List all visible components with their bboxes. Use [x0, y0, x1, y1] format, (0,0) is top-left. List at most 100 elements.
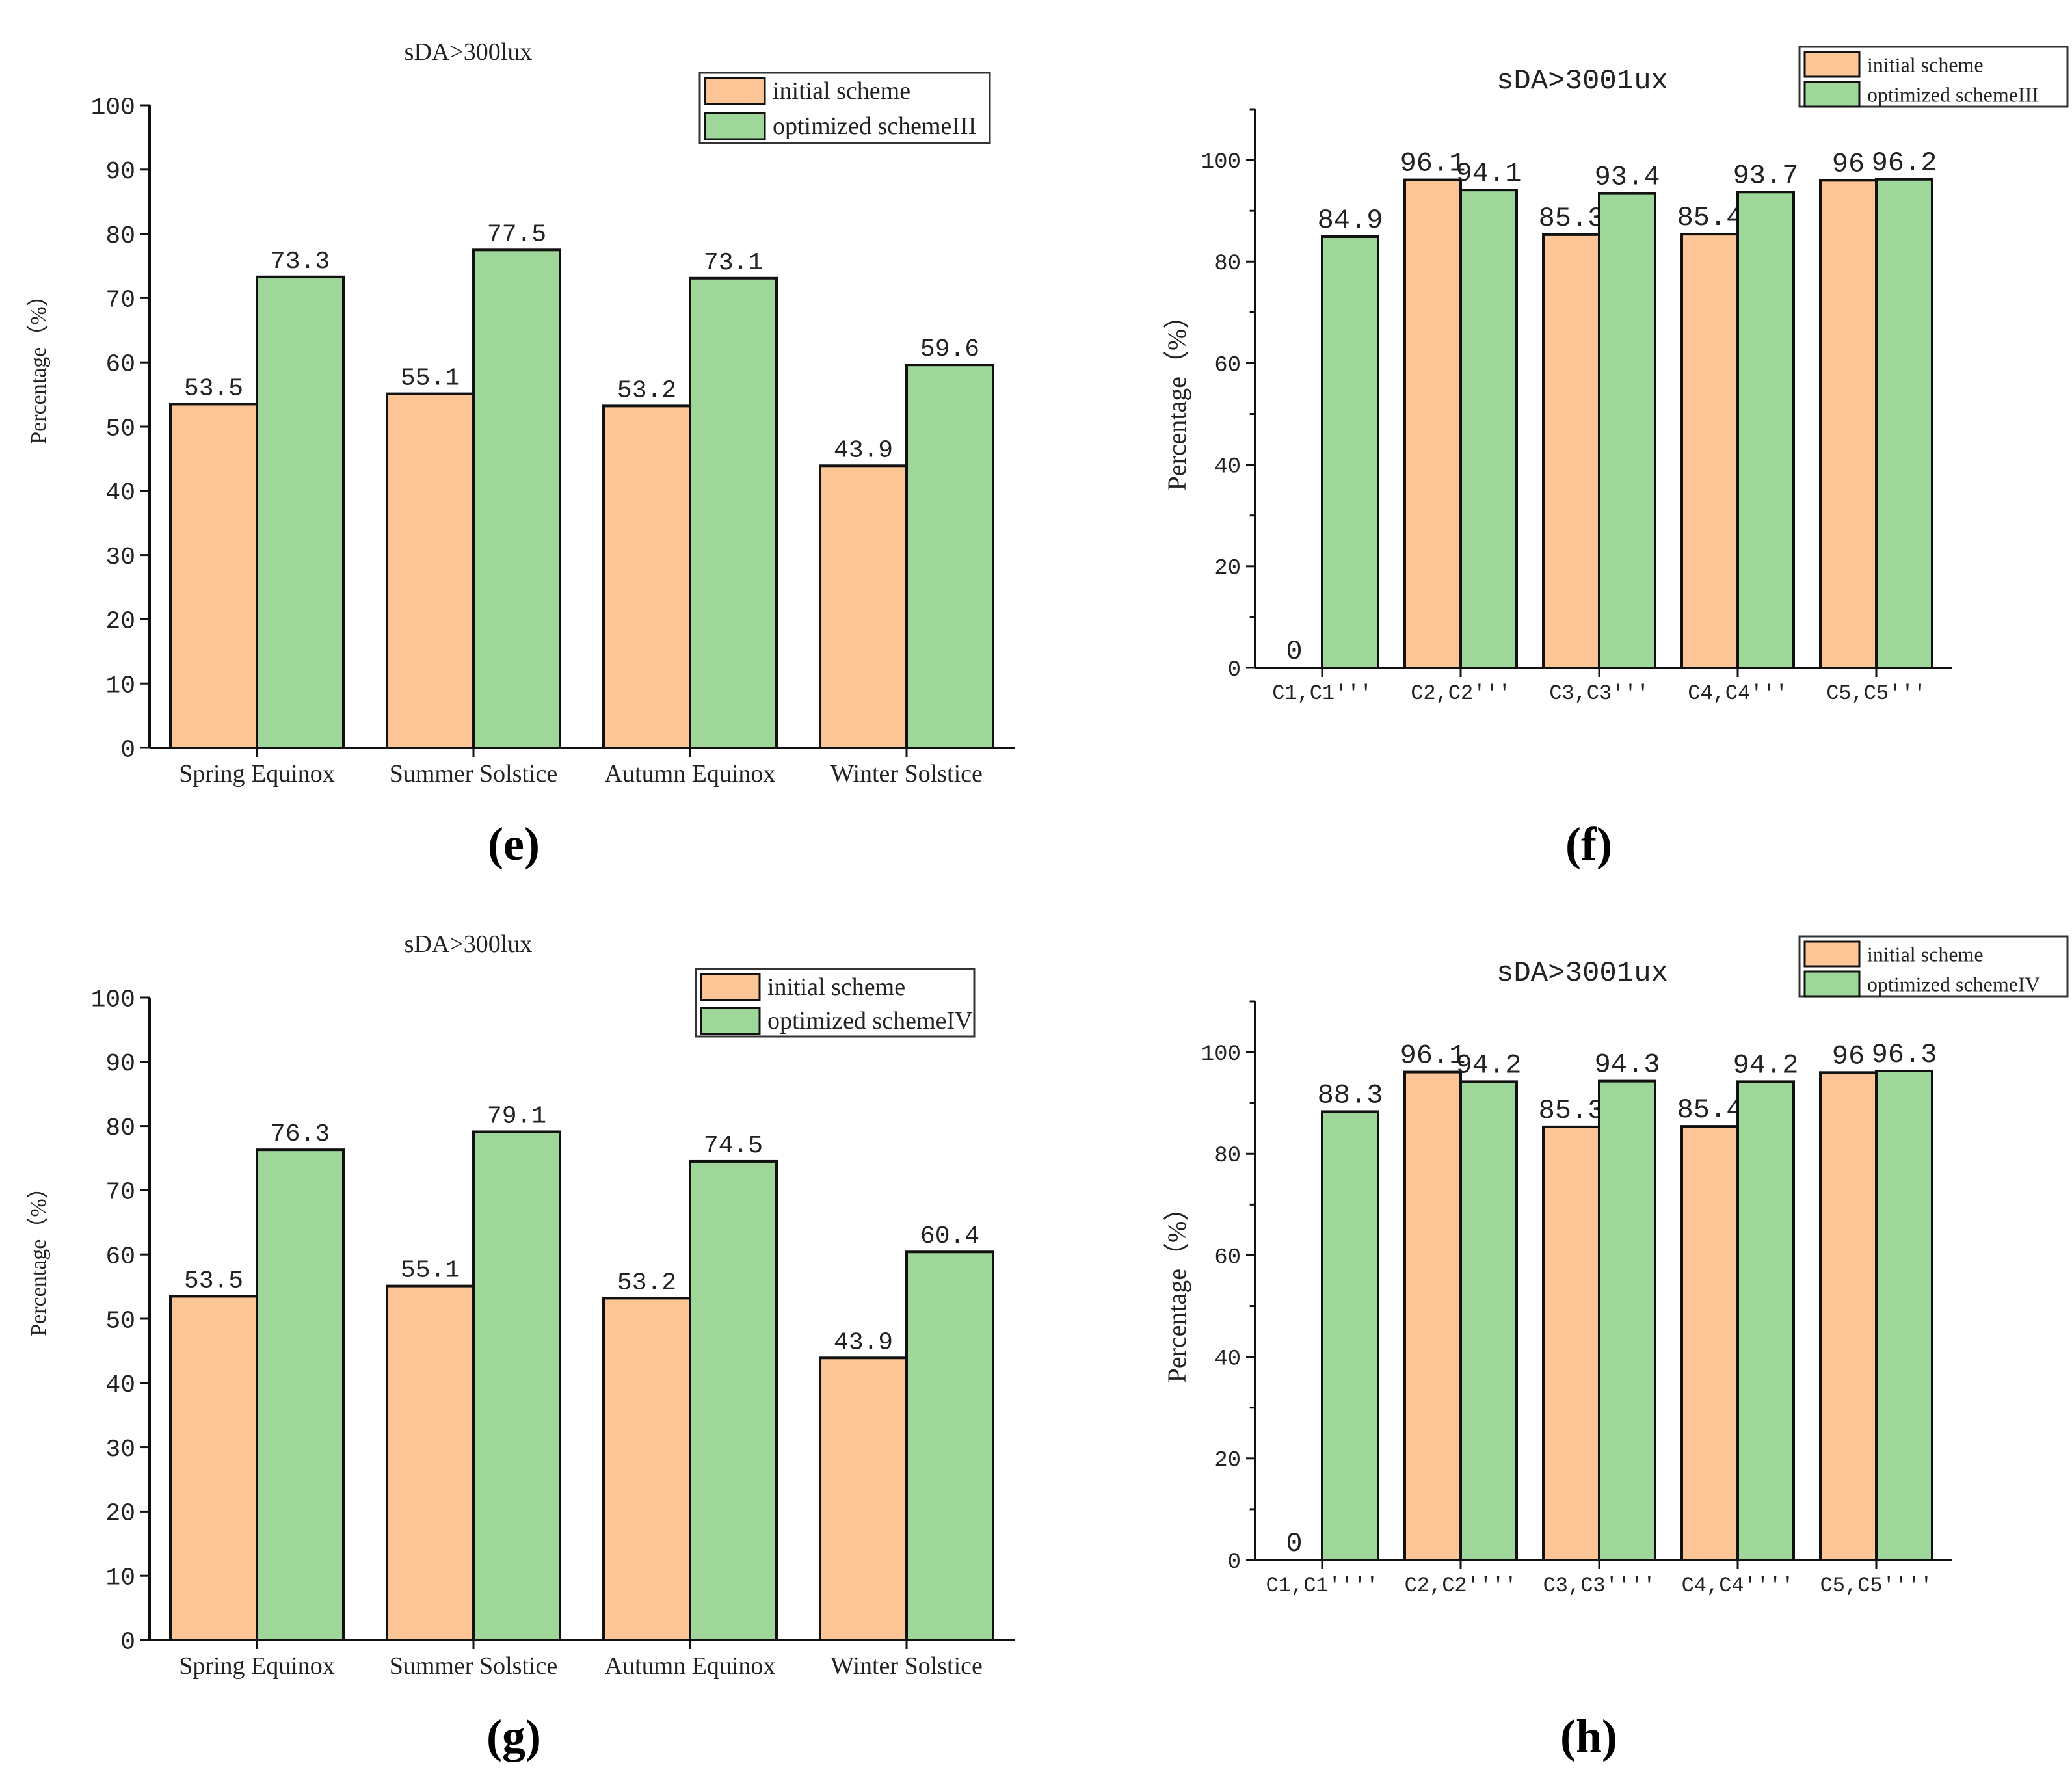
legend-swatch: [704, 112, 766, 140]
y-tick-label: 100: [91, 94, 135, 122]
legend-swatch: [700, 973, 761, 1001]
x-tick-label: C5,C5''': [1826, 681, 1926, 706]
legend-label: initial scheme: [1867, 53, 1984, 76]
legend-swatch: [1803, 940, 1861, 968]
data-label: 94.2: [1733, 1050, 1799, 1081]
bar-initial: [1819, 179, 1878, 669]
y-tick-label: 0: [1228, 658, 1241, 683]
y-tick-label: 0: [1228, 1550, 1241, 1575]
y-tick-label: 80: [105, 1115, 135, 1143]
legend: initial scheme optimized schemeIII: [698, 72, 991, 144]
legend-swatch: [700, 1007, 761, 1035]
data-label: 74.5: [704, 1132, 763, 1160]
y-tick-label: 40: [105, 479, 135, 507]
data-label: 96.3: [1872, 1039, 1937, 1070]
legend-swatch: [1803, 51, 1861, 78]
bar-initial: [169, 1295, 258, 1641]
bar-initial: [1403, 178, 1462, 669]
y-axis-label: Percentage（%）: [26, 284, 51, 443]
bar-initial: [819, 1356, 908, 1641]
x-tick-label: C2,C2''': [1411, 681, 1511, 706]
bar-optimized: [256, 275, 345, 749]
chart-title: sDA>3001ux: [1496, 65, 1668, 98]
data-label: 96.1: [1400, 1040, 1466, 1072]
bar-initial: [1403, 1070, 1462, 1561]
bar-initial: [819, 464, 908, 749]
legend: initial scheme optimized schemeIII: [1798, 46, 2069, 108]
bar-optimized: [1598, 192, 1656, 669]
bar-initial: [169, 403, 258, 749]
y-tick-label: 100: [91, 986, 135, 1014]
data-label: 96: [1832, 148, 1865, 179]
data-label: 93.7: [1733, 160, 1799, 191]
bar-initial: [1680, 1125, 1739, 1561]
chart-title: sDA>300lux: [405, 931, 533, 958]
data-label: 94.2: [1456, 1050, 1522, 1081]
panel-label: (h): [1560, 1710, 1617, 1762]
panel-label: (f): [1565, 818, 1612, 870]
x-tick-label: C1,C1''': [1272, 681, 1372, 706]
y-axis-label: Percentage（%）: [1162, 303, 1191, 491]
y-tick-label: 30: [105, 1436, 135, 1464]
y-tick-label: 90: [105, 158, 135, 186]
data-label: 43.9: [834, 1329, 893, 1356]
data-label: 84.9: [1318, 205, 1383, 236]
y-axis-label: Percentage（%）: [26, 1176, 51, 1336]
y-tick-label: 0: [120, 1628, 135, 1656]
x-tick-label: Summer Solstice: [390, 1652, 558, 1680]
panel-label: (e): [488, 818, 540, 870]
chart-panel-e: sDA>300lux Percentage（%） 0 10 20 30 40 50 60 70 80…: [26, 38, 1015, 870]
data-label: 53.5: [184, 375, 243, 403]
legend-swatch: [1803, 81, 1861, 108]
data-label: 94.3: [1595, 1050, 1660, 1081]
bar-optimized: [1736, 1080, 1795, 1562]
legend-label: initial scheme: [1867, 942, 1984, 966]
x-tick-label: C4,C4''': [1688, 681, 1788, 706]
bar-optimized: [472, 248, 561, 749]
bar-optimized: [1736, 191, 1795, 669]
bar-optimized: [1875, 178, 1933, 669]
bar-optimized: [1875, 1069, 1933, 1561]
data-label: 0: [1286, 636, 1302, 667]
legend-label: optimized schemeIV: [1867, 972, 2040, 996]
legend-label: optimized schemeIV: [767, 1007, 973, 1035]
data-label: 94.1: [1456, 158, 1522, 189]
chart-title: sDA>300lux: [405, 38, 533, 66]
bar-initial: [386, 392, 475, 749]
y-tick-label: 60: [1214, 353, 1241, 378]
y-tick-label: 50: [105, 1307, 135, 1335]
bar-optimized: [1321, 235, 1379, 669]
bar-initial: [1680, 233, 1739, 669]
bar-initial: [386, 1284, 475, 1641]
data-label: 73.3: [271, 248, 330, 276]
data-label: 73.1: [704, 249, 763, 277]
bar-optimized: [905, 364, 994, 749]
y-tick-label: 20: [105, 608, 135, 636]
legend: initial scheme optimized schemeIV: [1798, 935, 2069, 998]
data-label: 53.5: [184, 1267, 243, 1295]
bar-optimized: [1459, 189, 1518, 669]
data-label: 59.6: [920, 336, 979, 364]
legend-swatch: [1803, 970, 1861, 998]
bar-optimized: [256, 1148, 345, 1641]
legend: initial scheme optimized schemeIV: [695, 968, 976, 1038]
legend-label: optimized schemeIII: [1867, 83, 2039, 106]
y-tick-label: 40: [1214, 455, 1241, 480]
y-tick-label: 10: [105, 672, 135, 700]
data-label: 85.3: [1539, 203, 1604, 234]
bar-optimized: [1459, 1080, 1518, 1562]
data-label: 96.2: [1872, 148, 1937, 179]
bar-initial: [1542, 1125, 1600, 1562]
data-label: 55.1: [401, 365, 460, 393]
x-tick-label: Autumn Equinox: [605, 1652, 776, 1680]
legend-swatch: [704, 77, 766, 105]
x-tick-label: Spring Equinox: [179, 760, 335, 787]
y-tick-label: 0: [120, 736, 135, 764]
data-label: 88.3: [1318, 1079, 1383, 1111]
data-label: 85.3: [1539, 1095, 1604, 1126]
x-tick-label: Autumn Equinox: [605, 760, 776, 787]
x-tick-label: C4,C4'''': [1682, 1574, 1794, 1598]
y-tick-label: 20: [1214, 1449, 1241, 1474]
bar-initial: [602, 1297, 691, 1641]
data-label: 0: [1286, 1528, 1302, 1559]
